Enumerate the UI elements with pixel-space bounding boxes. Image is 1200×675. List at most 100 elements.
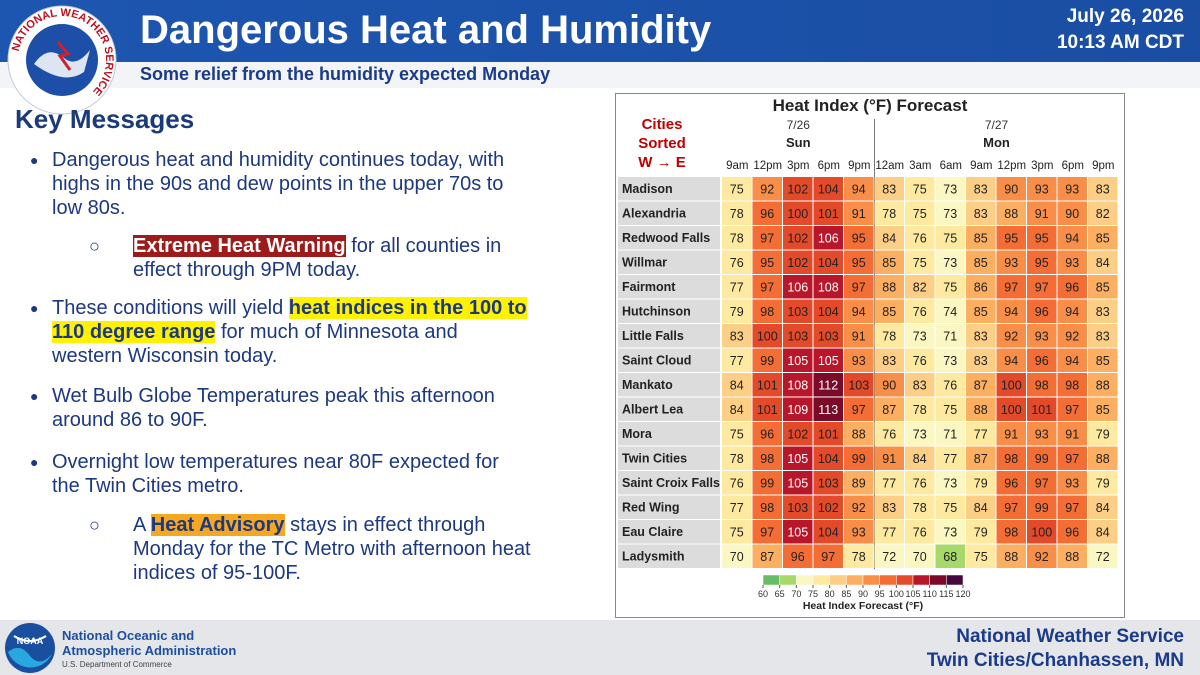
heat-cell xyxy=(1057,373,1087,397)
heat-value: 94 xyxy=(1065,305,1079,319)
heat-cell xyxy=(752,177,782,201)
heat-cell xyxy=(1088,495,1118,519)
heat-cell xyxy=(874,520,904,544)
corner-label: W → E xyxy=(638,154,686,171)
heat-cell xyxy=(874,422,904,446)
heat-cell xyxy=(905,495,935,519)
heat-value: 79 xyxy=(974,526,988,540)
heat-cell xyxy=(935,471,965,495)
heat-cell xyxy=(874,446,904,470)
heat-value: 77 xyxy=(882,477,896,491)
heat-value: 95 xyxy=(1035,256,1049,270)
heat-cell xyxy=(905,177,935,201)
heat-value: 83 xyxy=(882,501,896,515)
heat-cell xyxy=(1088,250,1118,274)
heat-cell xyxy=(752,250,782,274)
city-name: Albert Lea xyxy=(622,403,684,417)
heat-cell xyxy=(905,520,935,544)
heat-value: 104 xyxy=(818,183,839,197)
heat-value: 103 xyxy=(848,379,869,393)
heat-value: 112 xyxy=(818,379,838,393)
heat-cell xyxy=(783,226,813,250)
city-name: Twin Cities xyxy=(622,452,687,466)
nws-logo: NATIONAL WEATHER SERVICE xyxy=(7,5,117,115)
heat-cell xyxy=(1057,520,1087,544)
heat-value: 103 xyxy=(818,477,839,491)
heat-cell xyxy=(1057,275,1087,299)
heat-value: 73 xyxy=(943,256,957,270)
heat-cell xyxy=(966,544,996,568)
heat-cell xyxy=(966,299,996,323)
colorbar-tick-label: 85 xyxy=(841,589,851,599)
heat-cell xyxy=(1027,177,1057,201)
heat-value: 82 xyxy=(1096,207,1110,221)
heat-value: 97 xyxy=(1065,452,1079,466)
heat-value: 77 xyxy=(730,501,744,515)
heat-cell xyxy=(1057,324,1087,348)
heat-cell xyxy=(1027,324,1057,348)
heat-value: 88 xyxy=(852,428,866,442)
heat-value: 87 xyxy=(882,403,896,417)
heat-cell xyxy=(935,422,965,446)
city-cell xyxy=(618,275,720,299)
heat-cell xyxy=(783,275,813,299)
hour-label: 3pm xyxy=(1031,160,1053,172)
heat-value: 76 xyxy=(730,477,744,491)
heat-cell xyxy=(935,348,965,372)
heat-cell xyxy=(1027,201,1057,225)
heat-cell xyxy=(1088,373,1118,397)
heat-value: 96 xyxy=(1035,354,1049,368)
heat-cell xyxy=(874,397,904,421)
heat-value: 76 xyxy=(943,379,957,393)
heat-cell xyxy=(874,226,904,250)
heat-cell xyxy=(1057,495,1087,519)
heat-cell xyxy=(966,324,996,348)
heat-cell xyxy=(752,226,782,250)
heat-cell xyxy=(1088,201,1118,225)
heat-cell xyxy=(783,324,813,348)
heat-value: 98 xyxy=(760,305,774,319)
advisory-highlight: Heat Advisory xyxy=(150,514,285,536)
heat-value: 76 xyxy=(913,354,927,368)
heat-value: 88 xyxy=(974,403,988,417)
heat-value: 76 xyxy=(882,428,896,442)
heat-value: 85 xyxy=(1096,354,1110,368)
heat-value: 75 xyxy=(943,403,957,417)
heat-value: 88 xyxy=(1096,452,1110,466)
heat-cell xyxy=(722,275,752,299)
colorbar-swatch xyxy=(796,574,814,586)
heat-cell xyxy=(783,299,813,323)
heat-value: 90 xyxy=(1065,207,1079,221)
heat-value: 101 xyxy=(818,428,839,442)
heat-cell xyxy=(752,520,782,544)
heat-value: 84 xyxy=(974,501,988,515)
colorbar-swatch xyxy=(862,574,880,586)
hour-label: 9am xyxy=(970,160,992,172)
heat-cell xyxy=(813,446,843,470)
heat-cell xyxy=(783,520,813,544)
heat-value: 95 xyxy=(1035,232,1049,246)
heat-value: 72 xyxy=(882,550,896,564)
heat-value: 105 xyxy=(787,452,808,466)
heat-value: 98 xyxy=(1065,379,1079,393)
heat-cell xyxy=(1027,275,1057,299)
city-cell xyxy=(618,520,720,544)
heat-cell xyxy=(905,471,935,495)
heat-cell xyxy=(783,495,813,519)
heat-cell xyxy=(1057,397,1087,421)
heat-value: 77 xyxy=(943,452,957,466)
heat-value: 76 xyxy=(913,526,927,540)
heat-value: 76 xyxy=(730,256,744,270)
bullet: Wet Bulb Globe Temperatures peak this af… xyxy=(30,384,532,432)
heat-value: 104 xyxy=(818,305,839,319)
colorbar-swatch xyxy=(829,574,847,586)
heat-cell xyxy=(966,201,996,225)
heat-value: 90 xyxy=(1004,183,1018,197)
heat-cell xyxy=(844,397,874,421)
heat-value: 101 xyxy=(1031,403,1052,417)
heat-value: 79 xyxy=(730,305,744,319)
heat-value: 97 xyxy=(1004,281,1018,295)
heat-value: 92 xyxy=(1004,330,1018,344)
colorbar-tick-label: 60 xyxy=(758,589,768,599)
heat-cell xyxy=(722,422,752,446)
